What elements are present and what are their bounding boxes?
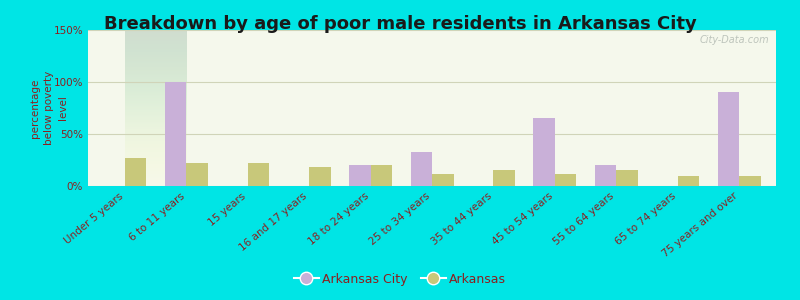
Bar — [616, 170, 638, 186]
Text: City-Data.com: City-Data.com — [699, 35, 769, 45]
Bar — [739, 176, 761, 186]
Bar — [309, 167, 330, 186]
Bar — [186, 163, 208, 186]
Bar — [370, 165, 392, 186]
Bar — [594, 165, 616, 186]
Bar — [432, 173, 454, 186]
Bar — [718, 92, 739, 186]
Y-axis label: percentage
below poverty
level: percentage below poverty level — [30, 71, 68, 145]
Bar — [555, 173, 576, 186]
Bar — [349, 165, 370, 186]
Text: Breakdown by age of poor male residents in Arkansas City: Breakdown by age of poor male residents … — [104, 15, 696, 33]
Bar — [494, 170, 515, 186]
Bar — [125, 158, 146, 186]
Bar — [678, 176, 699, 186]
Bar — [248, 163, 270, 186]
Bar — [165, 82, 186, 186]
Bar — [410, 152, 432, 186]
Legend: Arkansas City, Arkansas: Arkansas City, Arkansas — [289, 268, 511, 291]
Bar — [534, 118, 555, 186]
